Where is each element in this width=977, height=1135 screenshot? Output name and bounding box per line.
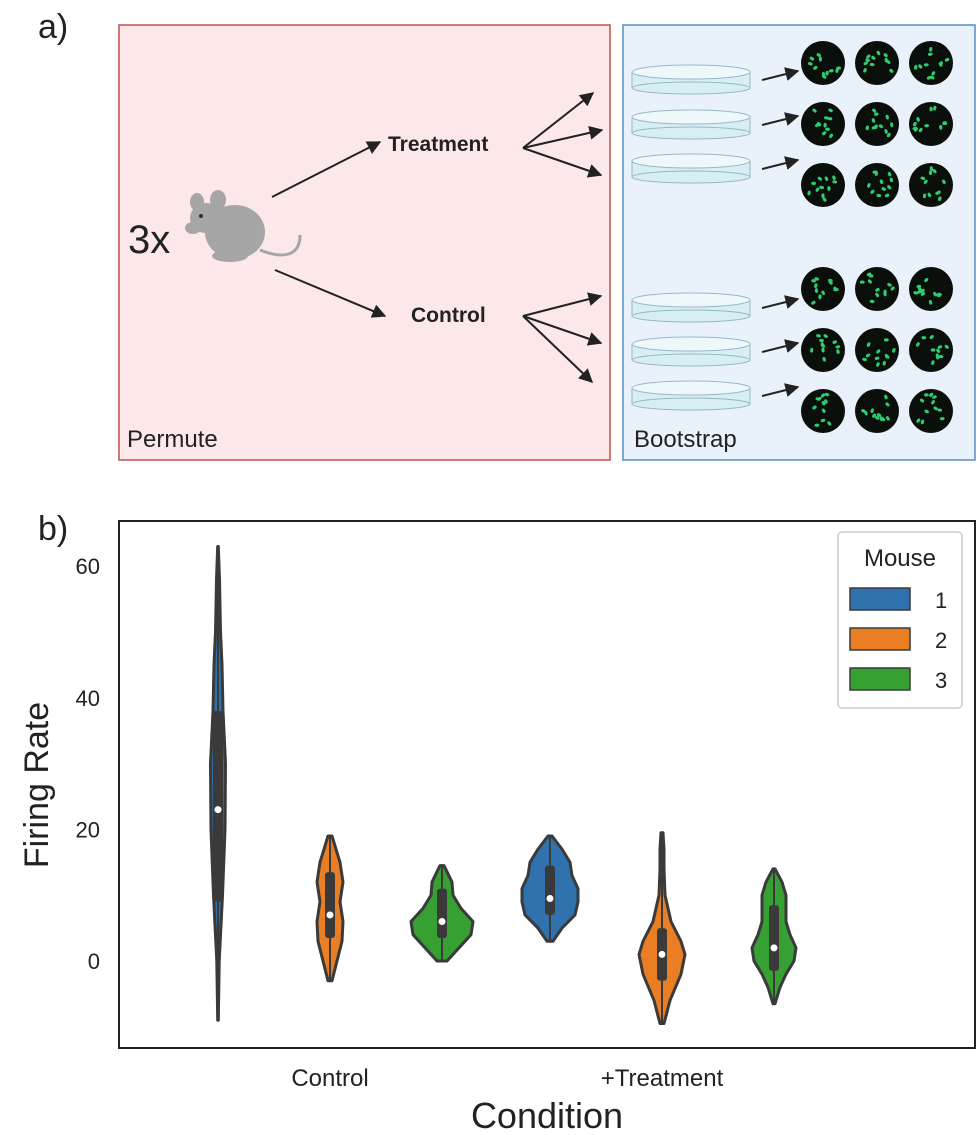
panel-a: a) Permute Bootstrap 3x Treatment Contro… bbox=[38, 8, 976, 461]
petri-dishes bbox=[631, 64, 800, 411]
legend-box bbox=[837, 531, 963, 709]
control-label: Control bbox=[411, 304, 486, 327]
cell-image-icon bbox=[855, 41, 899, 85]
cell-image-icon bbox=[909, 41, 953, 85]
y-tick-label: 40 bbox=[76, 686, 100, 711]
treatment-label: Treatment bbox=[388, 133, 488, 156]
x-tick-label: Control bbox=[291, 1065, 368, 1092]
cell-image-icon bbox=[801, 102, 845, 146]
cell-image-icon bbox=[855, 267, 899, 311]
fan-arrows bbox=[522, 92, 604, 383]
cell-image-icon bbox=[801, 163, 845, 207]
legend-swatch bbox=[849, 627, 911, 651]
violin-median-point bbox=[658, 950, 666, 958]
legend-entry-label: 3 bbox=[935, 668, 947, 693]
violin-iqr-box bbox=[545, 865, 555, 915]
legend-entry-label: 2 bbox=[935, 628, 947, 653]
fan-arrow bbox=[522, 92, 595, 149]
legend-swatch bbox=[849, 587, 911, 611]
dish-arrow bbox=[761, 339, 800, 353]
cell-image-icon bbox=[855, 102, 899, 146]
cell-image-icon bbox=[855, 328, 899, 372]
fan-arrow bbox=[522, 315, 594, 383]
cell-image-icon bbox=[909, 163, 953, 207]
y-axis-label: Firing Rate bbox=[18, 702, 56, 868]
arrow-to-treatment bbox=[271, 141, 382, 198]
violin-median-point bbox=[326, 911, 334, 919]
violin-median-point bbox=[214, 806, 222, 814]
x-tick-label: +Treatment bbox=[601, 1065, 724, 1092]
legend-items: 1 2 3 bbox=[849, 587, 947, 693]
fan-arrow bbox=[522, 315, 603, 346]
x-axis-ticks: Control +Treatment bbox=[291, 1065, 723, 1092]
legend-swatch bbox=[849, 667, 911, 691]
violin-median-point bbox=[770, 944, 778, 952]
petri-dish-icon bbox=[631, 64, 751, 95]
cell-image-icon bbox=[909, 328, 953, 372]
dish-arrow bbox=[761, 295, 800, 309]
violin-iqr-box bbox=[437, 888, 447, 938]
fan-arrow bbox=[522, 292, 603, 317]
fan-arrow bbox=[522, 147, 603, 178]
plot-frame bbox=[118, 520, 976, 1049]
cell-images bbox=[801, 41, 953, 433]
cell-image-icon bbox=[801, 267, 845, 311]
cell-image-icon bbox=[855, 389, 899, 433]
dish-arrow bbox=[761, 112, 800, 126]
y-tick-label: 20 bbox=[76, 817, 100, 842]
x-axis-label: Condition bbox=[471, 1095, 623, 1135]
panel-b: b) 0 20 40 60 Control +Treatment Condition F… bbox=[18, 510, 976, 1135]
cell-image-icon bbox=[909, 267, 953, 311]
petri-dish-icon bbox=[631, 336, 751, 367]
petri-dish-icon bbox=[631, 380, 751, 411]
dish-arrow bbox=[761, 67, 800, 81]
legend-entry-label: 1 bbox=[935, 588, 947, 613]
panel-a-label: a) bbox=[38, 8, 68, 46]
cell-image-icon bbox=[801, 41, 845, 85]
dish-arrow bbox=[761, 156, 800, 170]
legend: Mouse 1 2 3 bbox=[837, 531, 963, 709]
y-axis-ticks: 0 20 40 60 bbox=[76, 554, 100, 974]
violin-median-point bbox=[438, 918, 446, 926]
cell-image-icon bbox=[909, 389, 953, 433]
mouse-icon bbox=[185, 190, 302, 262]
violin-iqr-box bbox=[769, 905, 779, 971]
panel-b-label: b) bbox=[38, 510, 68, 548]
violin-median-point bbox=[546, 894, 554, 902]
arrow-to-control bbox=[274, 269, 387, 318]
permute-label: Permute bbox=[127, 426, 218, 453]
cell-image-icon bbox=[801, 328, 845, 372]
permute-box bbox=[118, 24, 611, 461]
dish-arrow bbox=[761, 383, 800, 397]
petri-dish-icon bbox=[631, 153, 751, 184]
cell-image-icon bbox=[801, 389, 845, 433]
legend-title: Mouse bbox=[864, 545, 936, 572]
petri-dish-icon bbox=[631, 109, 751, 140]
cell-image-icon bbox=[909, 102, 953, 146]
violin-marks bbox=[209, 544, 798, 1026]
count-label: 3x bbox=[128, 218, 170, 262]
y-tick-label: 60 bbox=[76, 554, 100, 579]
y-tick-label: 0 bbox=[88, 949, 100, 974]
cell-image-icon bbox=[855, 163, 899, 207]
fan-arrow bbox=[522, 125, 604, 149]
petri-dish-icon bbox=[631, 292, 751, 323]
violin-iqr-box bbox=[325, 872, 335, 938]
bootstrap-label: Bootstrap bbox=[634, 426, 737, 453]
